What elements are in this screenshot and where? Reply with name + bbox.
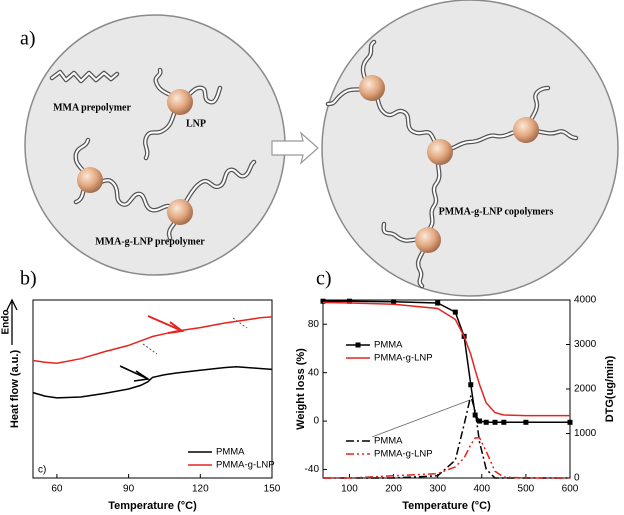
- legend-marker: [355, 342, 361, 348]
- y2-tick-label: 4000: [574, 295, 597, 306]
- diagram-label: LNP: [186, 118, 206, 129]
- y2-tick-label: 3000: [574, 339, 597, 350]
- lnp-particles: [77, 75, 539, 253]
- diagram: a) MMA prepolymer LNP MMA-g-LNP prepolym…: [20, 0, 619, 297]
- x-tick-label: 150: [264, 484, 281, 495]
- x-tick-label: 60: [51, 484, 63, 495]
- y2-tick-label: 2000: [574, 384, 597, 395]
- data-line: [323, 300, 570, 424]
- panel-label: b): [20, 268, 37, 290]
- data-marker: [320, 298, 326, 304]
- plot-frame: [322, 299, 571, 479]
- data-marker: [523, 419, 529, 425]
- data-line: [32, 316, 273, 364]
- y-tick-label: 80: [308, 319, 320, 330]
- panel-label: a): [20, 28, 36, 50]
- data-line: [323, 437, 570, 479]
- process-arrow: [271, 131, 319, 165]
- polymer-chains: [49, 39, 579, 289]
- data-marker: [501, 419, 507, 425]
- data-marker: [391, 299, 397, 305]
- legend-label: PMMA-g-LNP: [374, 353, 433, 364]
- plot-frame: [32, 299, 273, 479]
- data-marker: [567, 419, 573, 425]
- x-tick-label: 500: [518, 484, 535, 495]
- legend-label: PMMA: [374, 340, 403, 351]
- legend-label: PMMA: [216, 447, 245, 458]
- x-axis-label: Temperature (°C): [402, 500, 491, 512]
- data-marker: [468, 382, 474, 388]
- data-line: [322, 301, 570, 417]
- data-marker: [492, 419, 498, 425]
- panel-annotation: c): [38, 465, 46, 476]
- panel-label: c): [316, 268, 332, 290]
- legend-label: PMMA-g-LNP: [216, 460, 275, 471]
- y2-tick-label: 1000: [574, 428, 597, 439]
- y-axis-label: Weight loss (%): [295, 348, 307, 430]
- x-tick-label: 600: [562, 484, 579, 495]
- x-tick-label: 400: [473, 484, 490, 495]
- x-axis-label: Temperature (°C): [108, 500, 197, 512]
- chart: b) 60 90 120 150 Temperature (°C) Heat flow (a…: [1, 268, 281, 512]
- legend-label: PMMA-g-LNP: [374, 449, 433, 460]
- y2-axis-label: DTG(ug/min): [604, 355, 616, 422]
- x-tick-label: 300: [429, 484, 446, 495]
- y2-tick-label: 0: [574, 473, 580, 484]
- y-tick-label: 40: [308, 367, 320, 378]
- y-axis-label: Heat flow (a.u.): [9, 350, 21, 429]
- endo-label: Endo: [1, 310, 12, 335]
- y-tick-label: -40: [305, 464, 320, 475]
- chart: c) 100 200 300 400 500 600 -40 0 40 80 0 1000 2000 300…: [295, 268, 616, 512]
- data-marker: [452, 309, 458, 315]
- x-tick-label: 200: [385, 484, 402, 495]
- data-marker: [435, 300, 441, 306]
- x-tick-label: 120: [192, 484, 209, 495]
- data-marker: [477, 418, 483, 424]
- data-marker: [483, 419, 489, 425]
- x-tick-label: 100: [341, 484, 358, 495]
- diagram-label: MMA prepolymer: [53, 102, 131, 113]
- data-line: [32, 366, 273, 399]
- diagram-label: PMMA-g-LNP copolymers: [439, 206, 554, 217]
- x-tick-label: 90: [123, 484, 135, 495]
- data-line: [323, 395, 570, 479]
- data-marker: [346, 298, 352, 304]
- reactor-circle: [321, 0, 619, 297]
- y-tick-label: 0: [313, 416, 319, 427]
- diagram-label: MMA-g-LNP prepolymer: [95, 236, 205, 247]
- legend-label: PMMA: [374, 436, 403, 447]
